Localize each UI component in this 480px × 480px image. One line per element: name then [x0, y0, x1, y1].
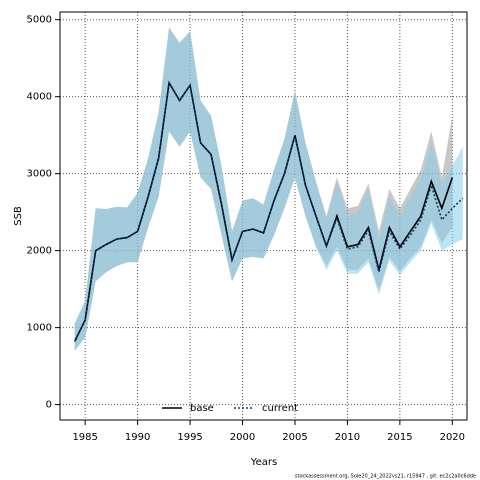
confidence-band [74, 27, 463, 351]
x-axis-label: Years [250, 457, 277, 468]
x-tick-label: 1985 [72, 432, 97, 443]
x-tick-label: 2020 [440, 432, 465, 443]
x-tick-label: 2000 [230, 432, 255, 443]
x-tick-label: 2015 [387, 432, 412, 443]
y-tick-label: 3000 [27, 169, 52, 180]
x-tick-label: 1990 [125, 432, 150, 443]
y-axis-label: SSB [13, 206, 24, 226]
y-tick-label: 5000 [27, 15, 52, 26]
y-tick-label: 2000 [27, 246, 52, 257]
confidence-band [74, 27, 453, 351]
footnote: stockassessment.org, Sole20_24_2022vs21,… [295, 474, 476, 480]
plot-frame [59, 11, 468, 421]
y-tick-label: 1000 [27, 323, 52, 334]
x-tick-label: 1995 [177, 432, 202, 443]
x-tick-label: 2005 [282, 432, 307, 443]
legend-label: base [190, 403, 214, 414]
x-tick-label: 2010 [335, 432, 360, 443]
legend-label: current [262, 403, 298, 414]
y-tick-label: 0 [46, 400, 52, 411]
y-tick-label: 4000 [27, 92, 52, 103]
